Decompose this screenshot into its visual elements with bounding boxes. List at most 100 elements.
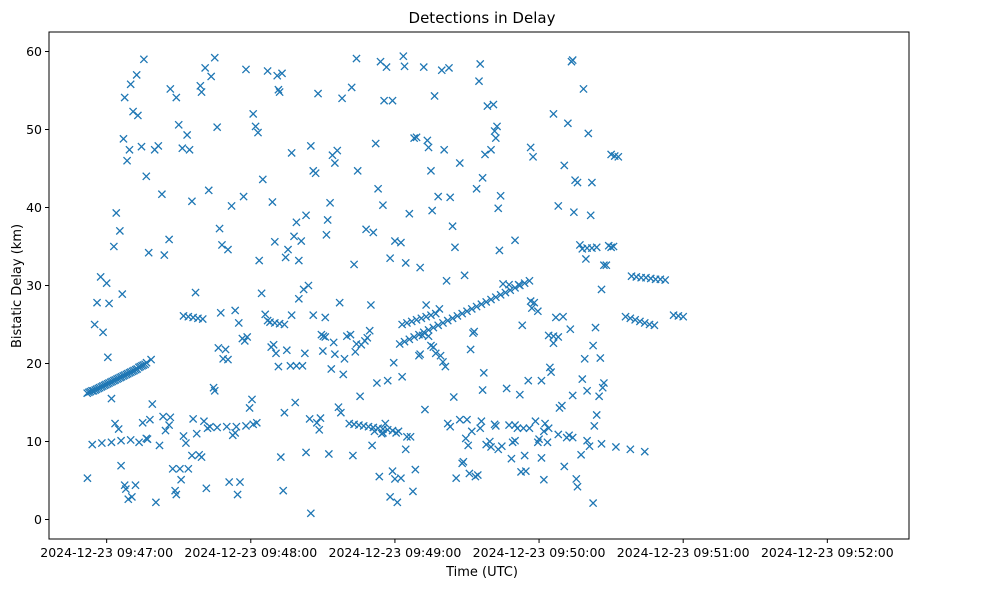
data-point: [147, 355, 156, 364]
data-point: [459, 457, 468, 466]
data-point: [124, 495, 133, 504]
data-point: [551, 313, 560, 322]
data-point: [253, 128, 263, 137]
data-point: [216, 308, 225, 317]
data-point: [520, 279, 529, 288]
x-axis-label: Time (UTC): [445, 565, 518, 580]
data-point: [398, 320, 407, 329]
data-point: [525, 276, 534, 285]
data-point: [279, 486, 288, 495]
data-point: [232, 422, 241, 431]
data-point: [179, 431, 188, 441]
data-point: [443, 316, 452, 325]
data-point: [430, 91, 439, 101]
data-point: [233, 490, 242, 499]
data-point: [486, 442, 496, 452]
data-point: [424, 332, 433, 341]
data-point: [504, 280, 514, 289]
data-point: [590, 421, 599, 430]
data-point: [477, 417, 486, 426]
data-point: [416, 263, 425, 272]
data-point: [280, 320, 289, 329]
y-tick-label: 10: [26, 434, 42, 449]
data-point: [501, 288, 510, 297]
data-point: [114, 424, 123, 434]
data-point: [483, 102, 492, 111]
data-point: [351, 347, 360, 356]
data-point: [438, 357, 448, 366]
plot-area-frame: [48, 31, 910, 540]
data-point: [352, 54, 361, 63]
data-point: [495, 246, 504, 255]
data-point: [428, 206, 437, 215]
data-point: [581, 254, 590, 264]
data-point: [371, 139, 380, 148]
data-point: [235, 478, 245, 487]
data-point: [453, 311, 462, 320]
data-point: [330, 158, 339, 168]
data-point: [155, 441, 164, 450]
data-point: [132, 70, 141, 79]
data-point: [125, 145, 134, 154]
data-point: [515, 390, 524, 399]
data-point: [626, 314, 635, 323]
data-point: [565, 431, 574, 440]
data-point: [586, 211, 595, 220]
data-point: [557, 401, 566, 410]
data-point: [467, 304, 476, 313]
data-point: [496, 290, 505, 299]
data-point: [378, 428, 387, 437]
data-point: [402, 432, 411, 441]
data-point: [215, 224, 224, 233]
data-point: [90, 320, 99, 329]
data-point: [172, 490, 181, 499]
data-point: [524, 376, 533, 385]
data-point: [274, 362, 283, 371]
data-point: [455, 158, 464, 168]
data-point: [121, 485, 130, 494]
data-point: [247, 395, 257, 404]
data-point: [126, 80, 135, 89]
y-tick-label: 20: [26, 356, 42, 371]
data-point: [566, 325, 575, 334]
data-point: [411, 465, 420, 474]
data-point: [381, 419, 390, 428]
data-point: [298, 361, 307, 370]
data-point: [416, 350, 425, 359]
data-point: [306, 509, 315, 518]
data-point: [96, 272, 105, 281]
data-point: [181, 439, 190, 448]
data-point: [252, 418, 261, 427]
data-point: [401, 258, 410, 267]
data-point: [165, 235, 174, 244]
data-point: [323, 215, 332, 225]
data-point: [319, 332, 328, 341]
data-point: [144, 248, 153, 257]
data-point: [420, 405, 430, 414]
x-axis: 2024-12-23 09:47:00 2024-12-23 09:48:00 20…: [40, 539, 894, 560]
data-point: [117, 436, 126, 445]
data-point: [461, 434, 470, 443]
data-point: [178, 144, 187, 153]
data-point: [283, 245, 293, 254]
data-point: [412, 315, 421, 324]
data-point: [335, 298, 344, 307]
data-point: [389, 358, 398, 367]
data-point: [269, 340, 278, 349]
data-point: [549, 339, 558, 348]
data-point: [424, 143, 433, 152]
data-point: [213, 423, 222, 432]
data-point: [109, 242, 118, 251]
data-point: [316, 414, 325, 423]
data-point: [489, 100, 498, 109]
data-point: [168, 464, 177, 473]
data-point: [312, 418, 321, 427]
data-point: [187, 451, 196, 460]
data-point: [422, 312, 431, 321]
data-point: [282, 346, 291, 355]
data-point: [305, 414, 314, 423]
data-point: [402, 318, 411, 327]
data-point: [393, 498, 402, 507]
data-point: [486, 295, 496, 304]
